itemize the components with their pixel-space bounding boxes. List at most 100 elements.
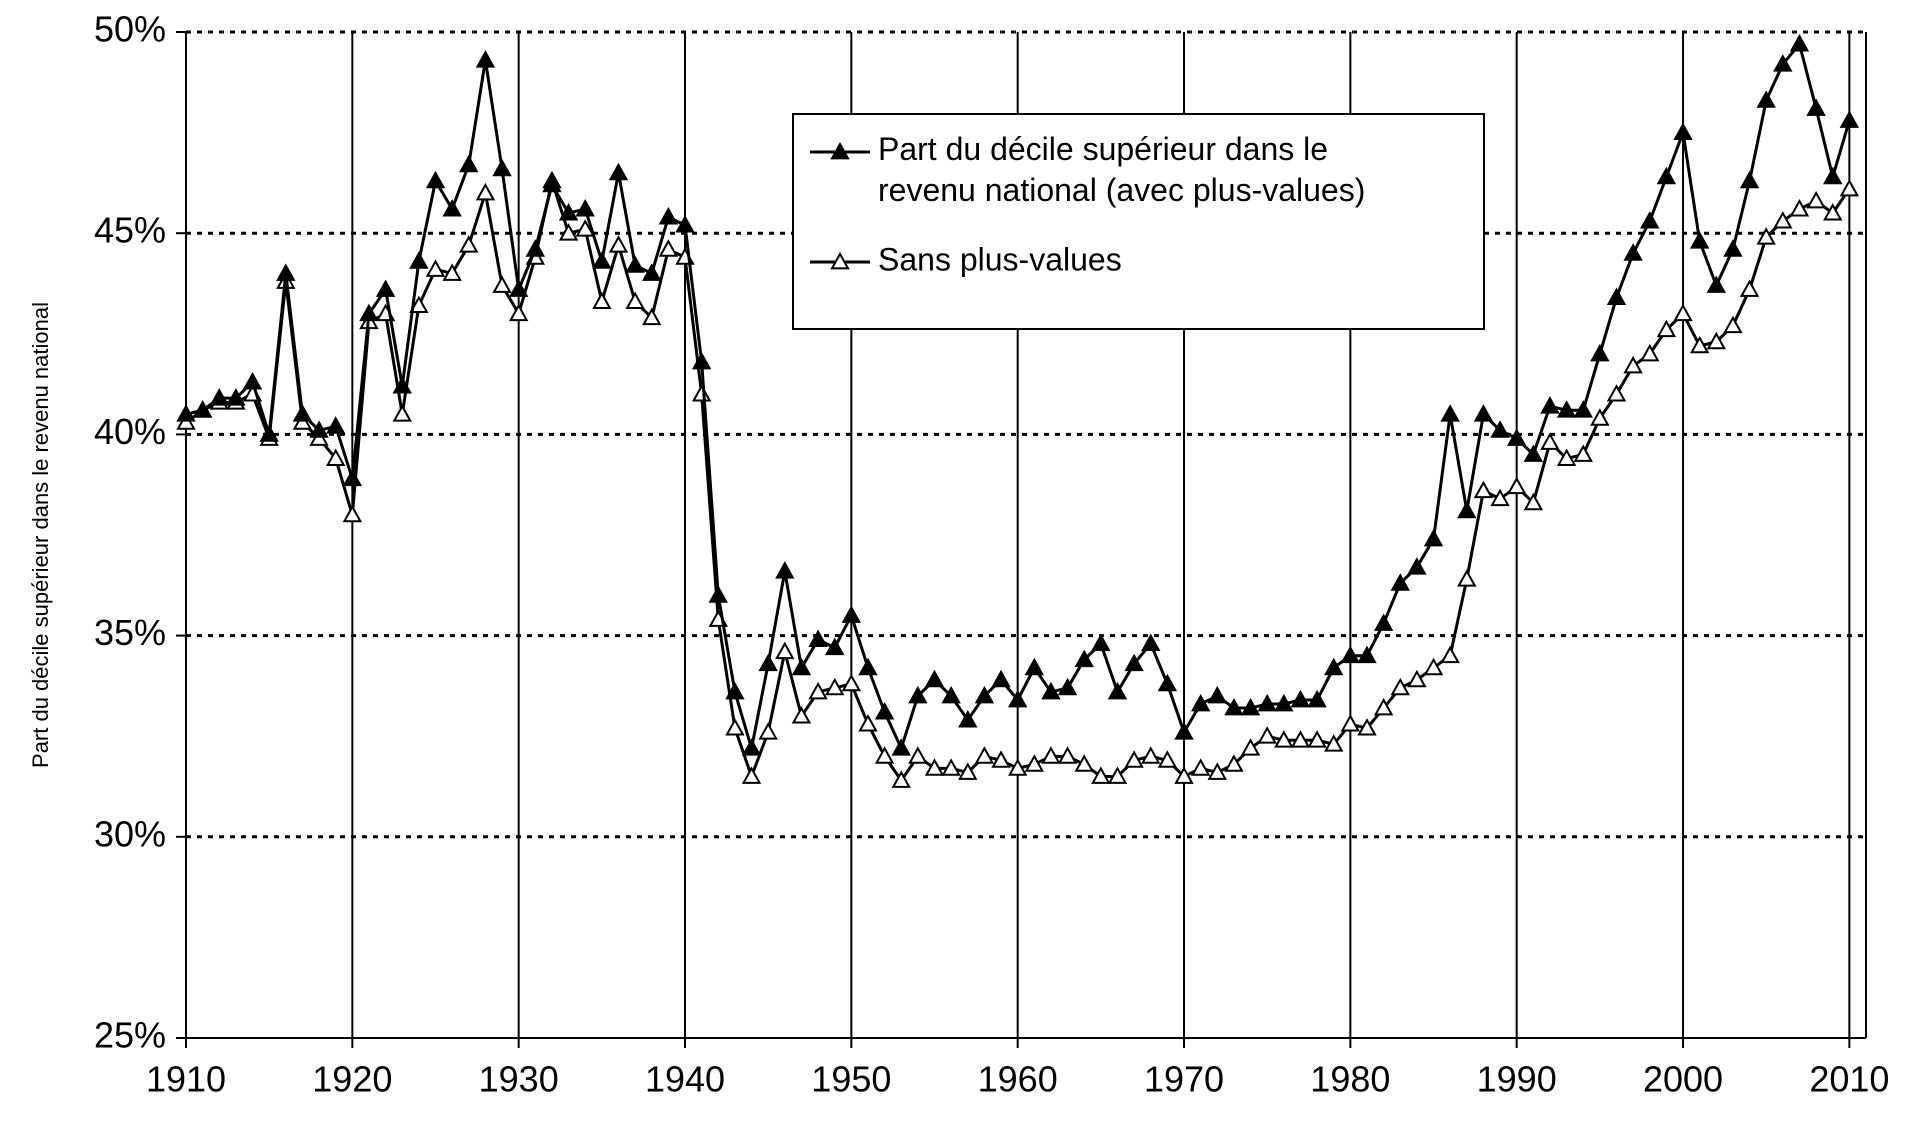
marker (558, 203, 579, 221)
marker (1007, 758, 1028, 776)
marker (1573, 444, 1593, 462)
marker (825, 637, 845, 656)
marker (1074, 754, 1094, 772)
marker (1190, 693, 1211, 712)
marker (1773, 54, 1793, 72)
y-tick-label: 30% (94, 813, 166, 854)
marker (1340, 714, 1361, 732)
marker (991, 750, 1011, 768)
marker (1839, 110, 1860, 128)
marker (1806, 98, 1826, 116)
marker (542, 174, 562, 193)
marker (791, 657, 812, 676)
marker (209, 388, 229, 406)
marker (858, 657, 878, 676)
marker (1074, 649, 1094, 668)
marker (425, 170, 446, 189)
marker (1556, 400, 1577, 418)
marker (1673, 303, 1693, 322)
marker (326, 448, 346, 466)
marker (758, 653, 778, 672)
marker (741, 738, 762, 756)
marker (1457, 500, 1477, 519)
marker (1590, 343, 1610, 362)
marker (908, 746, 928, 764)
marker (326, 416, 346, 434)
marker (1124, 653, 1144, 672)
x-tick-label: 1910 (146, 1059, 226, 1100)
marker (1823, 203, 1843, 221)
marker (1290, 689, 1311, 708)
x-tick-label: 1930 (479, 1059, 559, 1100)
marker (492, 158, 512, 177)
marker (1091, 633, 1111, 652)
marker (1240, 738, 1261, 756)
marker (525, 239, 546, 257)
marker (725, 681, 745, 700)
marker (409, 251, 429, 269)
marker (1373, 697, 1394, 716)
marker (1490, 488, 1510, 507)
x-tick-label: 1990 (1477, 1059, 1557, 1100)
marker (1107, 681, 1128, 700)
x-tick-label: 1940 (645, 1059, 725, 1100)
marker (1623, 243, 1643, 261)
y-tick-label: 40% (94, 411, 166, 452)
marker (808, 629, 828, 648)
marker (575, 198, 595, 217)
marker (1224, 754, 1244, 772)
marker (425, 259, 446, 277)
marker (808, 681, 828, 700)
marker (642, 307, 662, 326)
marker (1423, 657, 1444, 676)
marker (1756, 227, 1776, 245)
marker (642, 263, 662, 281)
marker (1357, 718, 1377, 736)
marker (1689, 335, 1710, 354)
marker (1124, 750, 1144, 768)
marker (874, 701, 895, 720)
marker (1640, 343, 1660, 362)
legend-label: Part du décile supérieur dans le revenu n… (878, 131, 1365, 208)
marker (342, 504, 363, 523)
marker (359, 303, 379, 322)
marker (1257, 693, 1277, 712)
marker (226, 388, 246, 406)
marker (1141, 746, 1161, 764)
marker (1656, 319, 1677, 338)
marker (1207, 762, 1227, 780)
marker (1174, 722, 1194, 740)
marker (459, 235, 479, 253)
x-tick-label: 1970 (1144, 1059, 1224, 1100)
marker (592, 251, 612, 269)
marker (1057, 677, 1078, 696)
legend-label: Sans plus-values (878, 241, 1122, 277)
marker (475, 50, 496, 68)
marker (409, 295, 429, 314)
y-axis-label: Part du décile supérieur dans le revenu … (28, 302, 53, 768)
marker (974, 685, 995, 704)
marker (1823, 166, 1843, 185)
marker (442, 198, 462, 217)
marker (675, 215, 695, 233)
marker (974, 746, 995, 764)
marker (1107, 766, 1128, 784)
marker (558, 223, 579, 241)
marker (1689, 231, 1710, 249)
marker (958, 762, 978, 780)
marker (658, 239, 679, 257)
marker (1324, 657, 1344, 676)
marker (1473, 404, 1494, 422)
marker (1506, 428, 1527, 446)
marker (1606, 384, 1627, 402)
marker (1057, 746, 1078, 764)
marker (775, 561, 795, 579)
marker (1423, 528, 1444, 547)
marker (1041, 681, 1061, 700)
marker (1290, 730, 1311, 748)
x-tick-label: 2010 (1809, 1059, 1889, 1100)
marker (1390, 677, 1410, 696)
marker (1839, 178, 1860, 197)
marker (475, 182, 496, 201)
marker (1789, 198, 1810, 217)
